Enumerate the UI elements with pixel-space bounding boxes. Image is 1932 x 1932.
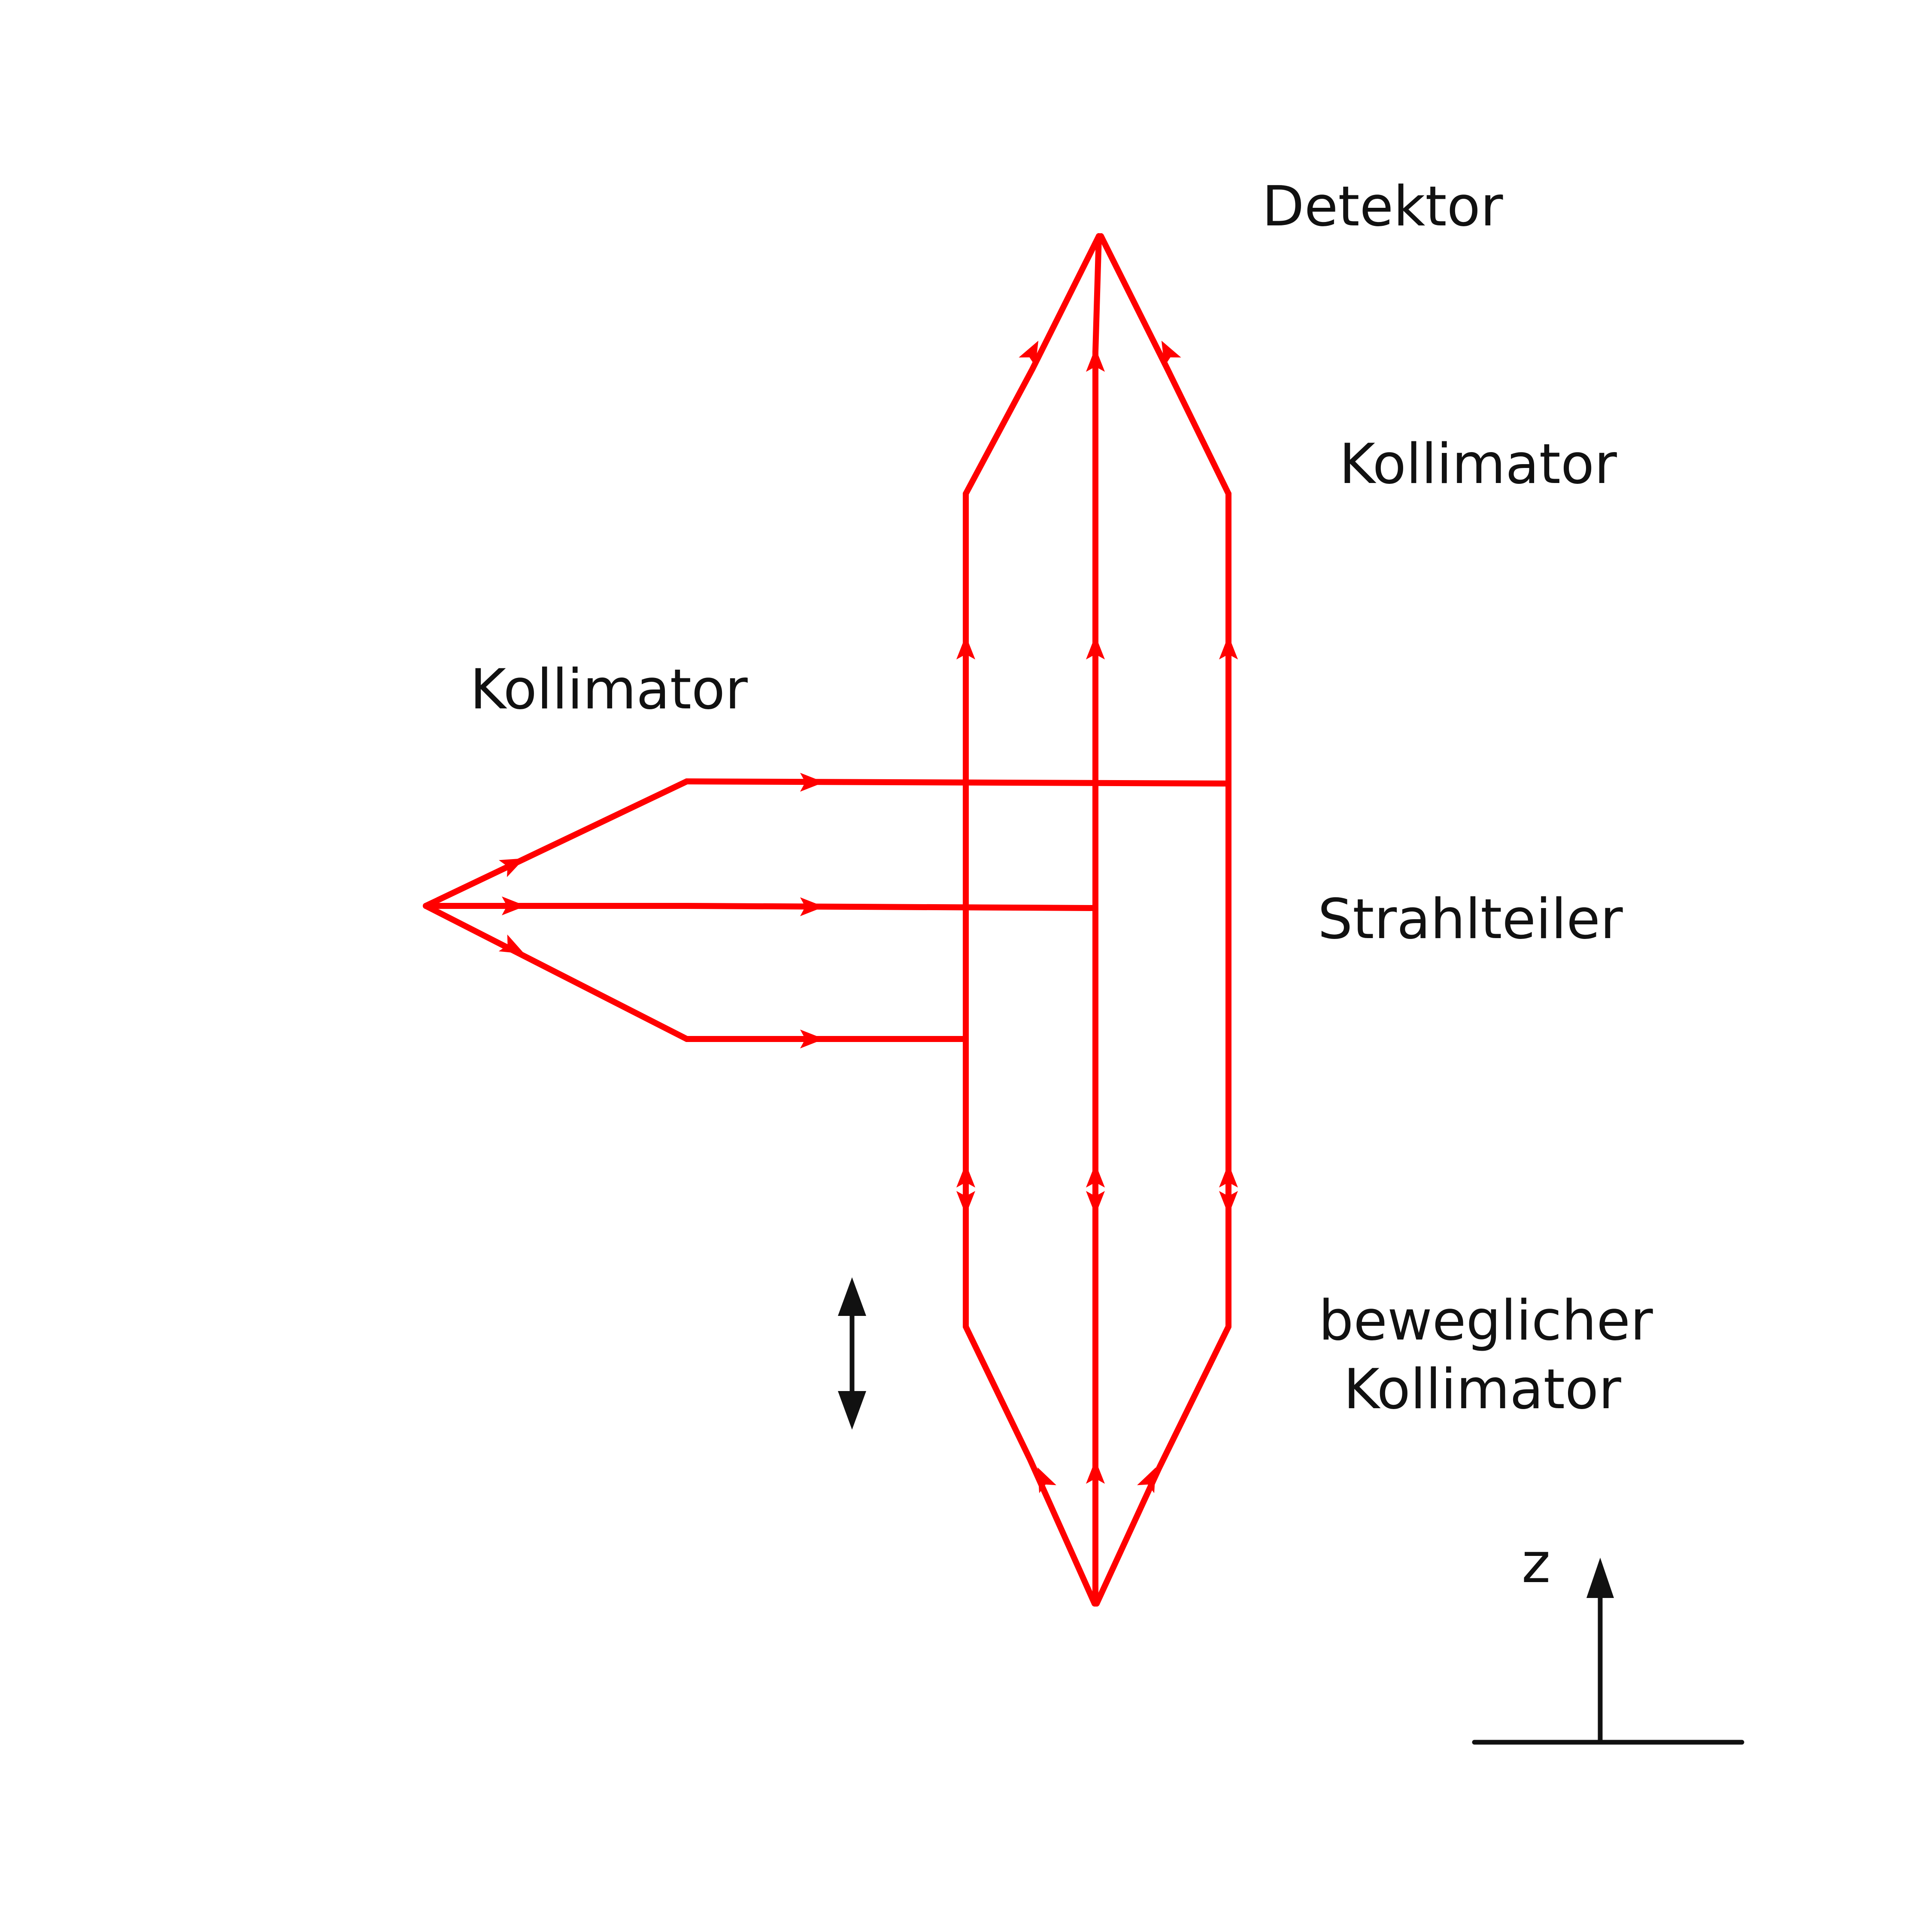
- beam-arrowhead: [1086, 635, 1105, 659]
- beam-arrowhead: [800, 897, 824, 916]
- lower-cone-right: [1094, 1324, 1231, 1607]
- beam-arrowhead: [800, 773, 824, 792]
- detector-cone-left: [963, 233, 1102, 497]
- beam-arrowhead: [1037, 1467, 1056, 1493]
- beam-arrowhead: [1086, 1460, 1105, 1484]
- beam-arrowhead: [956, 635, 975, 659]
- movable-collimator-label-line1: beweglicher: [1319, 1289, 1653, 1353]
- beam-arrowhead: [1219, 1191, 1238, 1215]
- collimator-left-label: Kollimator: [470, 658, 748, 722]
- source-fan: [423, 778, 690, 1042]
- beam-splitter-label: Strahlteiler: [1318, 887, 1623, 951]
- beam-arrowhead: [1019, 340, 1039, 367]
- beam-arrowhead: [498, 934, 525, 954]
- axis-label-z: z: [1522, 1531, 1550, 1595]
- beam-arrowhead: [800, 1030, 824, 1048]
- source-ray-lower: [423, 903, 690, 1042]
- detector-label: Detektor: [1262, 175, 1503, 239]
- beam-arrowhead: [956, 1163, 975, 1188]
- beam-paths: [423, 233, 1238, 1607]
- beam-arrowhead: [956, 1191, 975, 1215]
- source-ray-upper: [423, 778, 690, 909]
- beam-arrowheads: [498, 340, 1238, 1493]
- beam-arrowhead: [1086, 348, 1105, 372]
- vertical-beams: [963, 349, 1231, 1476]
- z-axis: z: [1472, 1531, 1744, 1745]
- lower-cone: [963, 1324, 1231, 1607]
- beam-arrowhead: [502, 896, 526, 915]
- input-beam-middle: [684, 903, 1098, 911]
- double-headed-arrow-icon: [838, 1277, 866, 1430]
- beam-arrowhead: [1219, 1163, 1238, 1188]
- input-beam-upper: [684, 778, 1231, 787]
- beam-arrowhead: [1086, 1163, 1105, 1188]
- up-arrow-icon: [1586, 1558, 1614, 1598]
- movable-collimator-label-line2: Kollimator: [1344, 1358, 1621, 1422]
- detector-cone-center: [1092, 233, 1102, 355]
- beam-arrowhead: [1137, 1467, 1156, 1493]
- beam-arrowhead: [1219, 635, 1238, 659]
- beam-arrowhead: [1086, 1191, 1105, 1215]
- input-beams: [684, 778, 1231, 1042]
- lower-cone-left: [963, 1324, 1098, 1607]
- detector-cone-right: [1098, 233, 1231, 497]
- collimator-top-label: Kollimator: [1339, 432, 1617, 496]
- beam-arrowhead: [499, 858, 525, 878]
- beam-arrowhead: [1161, 340, 1181, 367]
- detector-cone: [963, 233, 1231, 497]
